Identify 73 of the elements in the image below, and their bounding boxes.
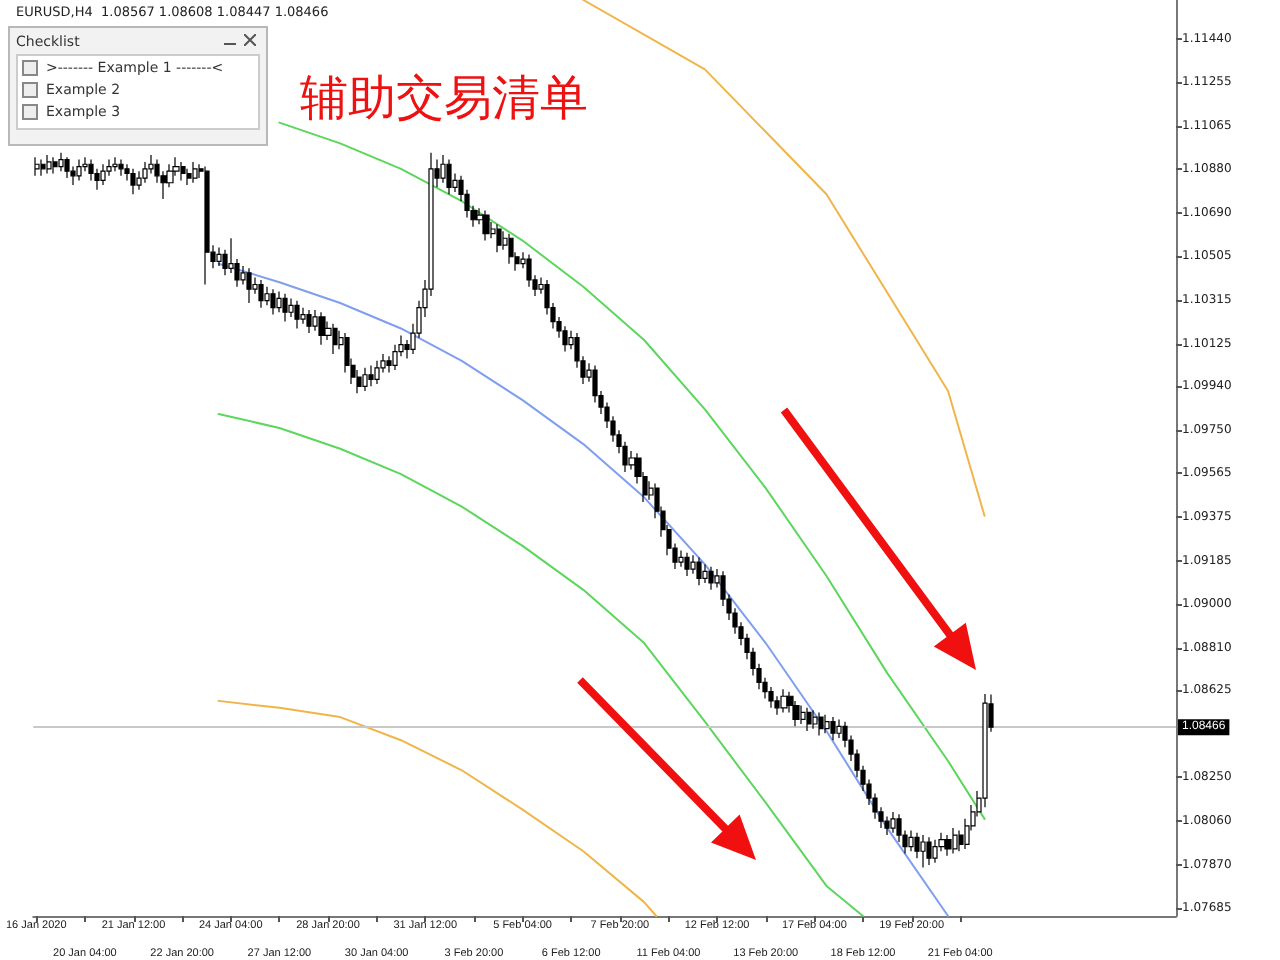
candlestick [180,161,186,182]
candlestick [818,711,824,737]
candlestick [890,811,896,834]
candlestick [76,159,82,182]
candlestick [496,223,502,253]
candlestick [204,165,210,286]
candlestick [708,566,714,591]
candlestick [678,549,684,568]
candlestick [774,695,780,716]
line-series [217,413,864,917]
candlestick [562,325,568,353]
candlestick [318,311,326,346]
text: 辅助交易清单 [300,70,588,126]
candlestick [106,159,112,177]
line-series [217,699,658,917]
candlestick [908,829,914,852]
candlestick [780,688,788,714]
candlestick [270,288,276,316]
candlestick [70,165,76,186]
candlestick [768,686,774,709]
candlestick [52,156,58,175]
candlestick [932,839,938,864]
candlestick [306,309,312,334]
candlestick [508,233,514,265]
candlestick [148,154,154,175]
candlestick [300,307,306,325]
candlestick [130,168,136,195]
candlestick [64,156,70,179]
candlestick [374,360,380,385]
candlestick [944,834,952,857]
candlestick [836,718,842,739]
candlestick [94,168,100,191]
candlestick [46,154,52,175]
candlestick [282,293,288,323]
candlestick [258,279,264,309]
candlestick [368,364,374,387]
candlestick [824,714,830,734]
candlestick [246,267,252,304]
candlestick [926,836,932,866]
candlestick [920,834,926,869]
candlestick [696,556,702,586]
candlestick [118,159,124,177]
candlestick [88,159,94,182]
candlestick [136,170,142,191]
candlestick [112,156,118,172]
candlestick [294,300,300,330]
candlestick [800,704,806,725]
candlestick [446,159,452,195]
candlestick [482,209,490,242]
candlestick [100,163,106,186]
line-series [278,121,986,820]
candlestick [952,827,958,855]
candlestick [142,161,148,184]
candlestick [914,832,920,859]
candlestick [82,156,88,172]
candlestick [526,253,532,288]
candlestick [884,815,890,836]
line-series [582,0,986,517]
candlestick [792,700,800,727]
candlestick [702,563,708,584]
candlestick [40,159,46,177]
candlestick [806,707,812,732]
candlestick [216,246,222,267]
candlestick [684,552,690,577]
candlestick [812,709,818,730]
candlestick [34,156,40,177]
candlestick [332,323,338,355]
candlestick [58,152,64,172]
line-series [217,262,950,917]
candlestick [362,367,368,392]
candlestick [192,161,198,184]
candlestick [186,168,192,186]
candlestick [830,716,836,741]
